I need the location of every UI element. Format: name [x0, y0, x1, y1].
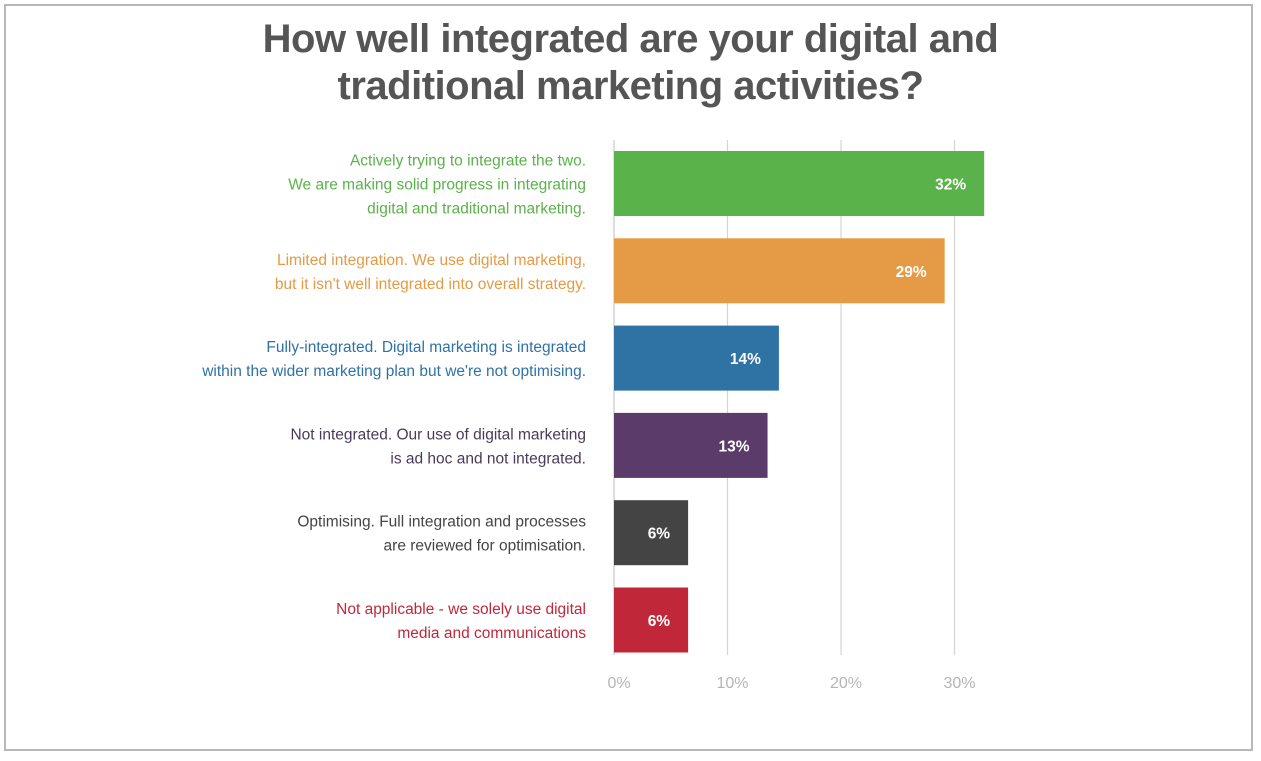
category-label: digital and traditional marketing. [367, 201, 586, 218]
category-label: are reviewed for optimisation. [384, 538, 586, 555]
gridlines [613, 140, 956, 655]
bars [614, 151, 985, 653]
bar [614, 325, 779, 391]
bar [614, 500, 689, 566]
category-labels: Actively trying to integrate the two. We … [201, 153, 586, 643]
category-label: but it isn't well integrated into overal… [275, 276, 586, 293]
x-tick-label: 30% [943, 675, 975, 692]
chart-title-line-2: traditional marketing activities? [337, 64, 924, 108]
category-label: Optimising. Full integration and process… [297, 514, 586, 531]
value-labels: 32% 29% 14% 13% 6% 6% [648, 177, 967, 631]
category-label: Limited integration. We use digital mark… [277, 252, 586, 269]
x-tick-label: 10% [716, 675, 748, 692]
data-label: 14% [730, 351, 761, 368]
bar [614, 412, 768, 478]
x-tick-label: 0% [607, 675, 630, 692]
data-label: 6% [648, 526, 671, 543]
data-label: 13% [719, 438, 750, 455]
data-label: 32% [935, 177, 966, 194]
chart-title-line-1: How well integrated are your digital and [262, 17, 999, 61]
category-label: Not integrated. Our use of digital marke… [290, 426, 586, 443]
category-label: Actively trying to integrate the two. [350, 153, 586, 170]
x-tick-label: 20% [830, 675, 862, 692]
x-axis-tick-labels: 0% 10% 20% 30% [607, 675, 975, 692]
data-label: 29% [896, 264, 927, 281]
category-label: within the wider marketing plan but we'r… [201, 363, 586, 380]
bar [614, 151, 985, 216]
bar [614, 238, 945, 304]
data-label: 6% [648, 613, 671, 630]
category-label: is ad hoc and not integrated. [390, 450, 586, 467]
category-label: Fully-integrated. Digital marketing is i… [266, 339, 586, 356]
chart-title: How well integrated are your digital and… [0, 16, 1261, 110]
category-label: media and communications [397, 625, 586, 642]
bar [614, 587, 689, 653]
category-label: We are making solid progress in integrat… [288, 177, 586, 194]
category-label: Not applicable - we solely use digital [336, 601, 586, 618]
